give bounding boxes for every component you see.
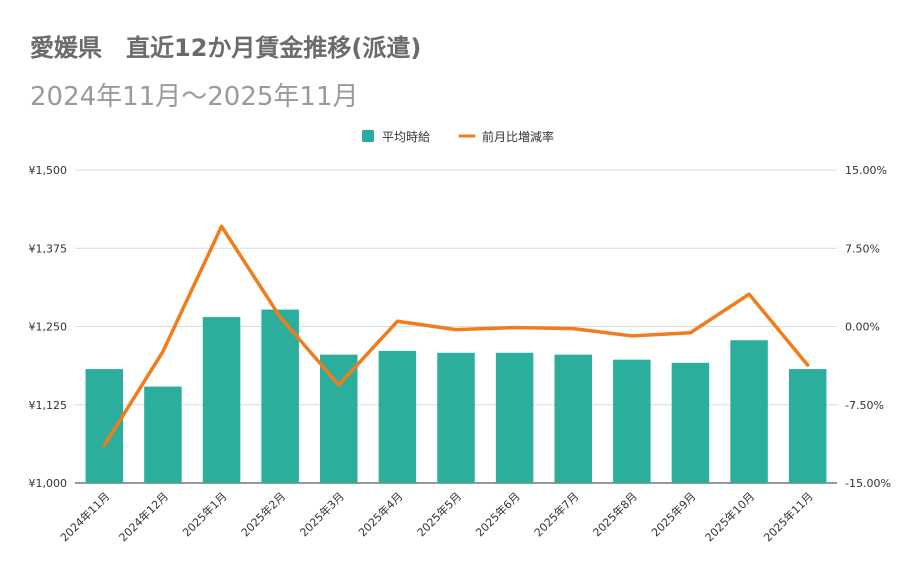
- bar: [320, 354, 358, 483]
- bar: [144, 386, 182, 483]
- bar: [437, 352, 475, 483]
- x-tick-label: 2025年3月: [297, 489, 347, 539]
- x-tick-label: 2025年7月: [531, 489, 581, 539]
- y-left-tick-label: ¥1,250: [29, 321, 68, 334]
- x-tick-label: 2025年6月: [473, 489, 523, 539]
- chart-subtitle: 2024年11月～2025年11月: [30, 82, 359, 112]
- legend-label-bar: 平均時給: [382, 130, 430, 144]
- y-right-tick-label: 15.00%: [845, 164, 887, 177]
- y-left-tick-label: ¥1,500: [29, 164, 68, 177]
- y-right-tick-label: -7.50%: [845, 399, 884, 412]
- x-tick-label: 2025年4月: [355, 489, 405, 539]
- bar: [671, 362, 710, 483]
- y-left-tick-label: ¥1,125: [29, 399, 68, 412]
- bar: [554, 354, 592, 483]
- bar: [613, 359, 651, 483]
- y-left-tick-label: ¥1,375: [29, 242, 68, 255]
- x-tick-label: 2024年11月: [57, 489, 112, 544]
- x-tick-label: 2025年10月: [702, 489, 757, 544]
- x-tick-label: 2025年5月: [414, 489, 464, 539]
- x-tick-label: 2024年12月: [116, 489, 171, 544]
- bar: [202, 317, 241, 483]
- chart-title: 愛媛県 直近12か月賃金推移(派遣): [30, 34, 422, 62]
- bar-series: [85, 309, 827, 483]
- bar: [730, 340, 768, 483]
- bar: [378, 350, 417, 483]
- x-tick-label: 2025年1月: [179, 489, 229, 539]
- x-tick-label: 2025年8月: [590, 489, 640, 539]
- line-series: [102, 224, 810, 448]
- y-left-tick-label: ¥1,000: [29, 477, 68, 490]
- legend-swatch-bar: [362, 130, 374, 142]
- bar: [788, 369, 827, 483]
- y-right-tick-label: -15.00%: [845, 477, 891, 490]
- x-tick-label: 2025年9月: [648, 489, 698, 539]
- legend-label-line: 前月比増減率: [482, 129, 554, 144]
- x-tick-label: 2025年11月: [761, 489, 816, 544]
- bar: [495, 352, 534, 483]
- legend: 平均時給 前月比増減率: [362, 129, 554, 144]
- y-right-tick-label: 0.00%: [845, 321, 880, 334]
- y-right-tick-label: 7.50%: [845, 242, 880, 255]
- bar: [261, 309, 299, 483]
- x-tick-label: 2025年2月: [238, 489, 288, 539]
